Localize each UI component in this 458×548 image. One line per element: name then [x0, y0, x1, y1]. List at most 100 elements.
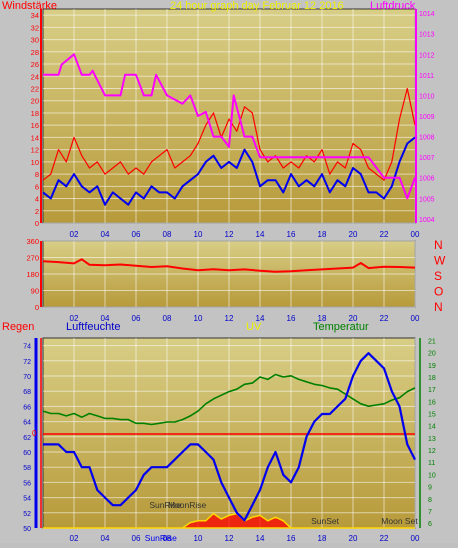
temperature-tick-label: 11 — [428, 460, 435, 467]
wind-pressure-grid — [43, 9, 416, 224]
x-tick-label: 02 — [70, 314, 79, 323]
annotation-label: MoonRise — [168, 500, 207, 510]
pressure-tick-label: 1013 — [419, 32, 435, 39]
pressure-tick-label: 1014 — [419, 11, 435, 18]
humidity-tick-label: 54 — [23, 496, 31, 503]
x-tick-label: 16 — [287, 534, 296, 543]
magenta-series-line — [43, 53, 416, 200]
x-tick-label: 12 — [225, 230, 234, 239]
pressure-axis-label: Luftdruck — [370, 0, 416, 12]
temperature-tick-label: 17 — [428, 387, 436, 394]
pressure-tick-label: 1009 — [419, 114, 435, 121]
humidity-tick-label: 66 — [23, 404, 31, 411]
temperature-tick-label: 12 — [428, 448, 436, 455]
x-tick-label: 22 — [380, 534, 389, 543]
wind-tick-label: 34 — [31, 11, 39, 20]
compass-tick-label: S — [434, 269, 442, 283]
humidity-tick-label: 58 — [23, 465, 31, 472]
wind-tick-label: 28 — [31, 48, 39, 57]
x-tick-label: 18 — [318, 534, 327, 543]
humidity-axis-label: Luftfeuchte — [66, 321, 120, 333]
wind-tick-label: 26 — [31, 60, 39, 69]
x-tick-label: 00 — [411, 534, 420, 543]
temperature-tick-label: 19 — [428, 363, 436, 370]
x-tick-label: 08 — [163, 314, 172, 323]
climate-x-axis-ticks: 02 04 06 08 10 12 14 16 18 20 22 00 — [70, 534, 420, 543]
pressure-tick-label: 1006 — [419, 176, 435, 183]
climate-grid — [43, 338, 416, 529]
wind-axis-label: Windstärke — [2, 0, 57, 12]
wind-pressure-series — [42, 53, 416, 206]
compass-tick-label: N — [434, 300, 443, 314]
annotation-label: SunSet — [311, 516, 340, 526]
humidity-tick-label: 68 — [23, 389, 31, 396]
climate-series — [42, 352, 416, 529]
x-tick-label: 06 — [132, 230, 141, 239]
pressure-axis-ticks: 1004 1005 1006 1007 1008 1009 1010 1011 1012 1013… — [415, 9, 435, 224]
red-series-line — [42, 87, 416, 181]
humidity-axis-ticks: 50 52 54 56 58 60 62 64 66 68 70 72 74 — [23, 338, 42, 533]
x-tick-label: 18 — [318, 314, 327, 323]
temperature-tick-label: 10 — [428, 472, 436, 479]
degree-tick-label: 0 — [35, 303, 39, 312]
wind-tick-label: 0 — [35, 219, 39, 228]
x-tick-label: 06 — [132, 534, 141, 543]
temperature-tick-label: 16 — [428, 399, 436, 406]
humidity-tick-label: 62 — [23, 435, 31, 442]
compass-tick-label: N — [434, 238, 443, 252]
temperature-tick-label: 9 — [428, 485, 432, 492]
wind-direction-grid — [43, 240, 416, 308]
temperature-tick-label: 20 — [428, 351, 436, 358]
humidity-tick-label: 50 — [23, 526, 31, 533]
x-tick-label: 04 — [101, 230, 110, 239]
pressure-tick-label: 1005 — [419, 196, 435, 203]
x-tick-label: 04 — [101, 314, 110, 323]
wind-tick-label: 30 — [31, 36, 39, 45]
x-tick-label: 00 — [411, 314, 420, 323]
temperature-line — [42, 373, 416, 426]
degree-tick-label: 360 — [26, 237, 39, 246]
pressure-tick-label: 1010 — [419, 93, 435, 100]
x-tick-label: 10 — [194, 534, 203, 543]
wind-tick-label: 8 — [35, 170, 39, 179]
temperature-axis-ticks: 6 7 8 9 10 11 12 13 14 15 16 17 18 19 20 21 — [419, 338, 436, 528]
pressure-tick-label: 1004 — [419, 217, 435, 224]
wind-tick-label: 6 — [35, 182, 39, 191]
annotation-label: Moon Set — [381, 516, 418, 526]
annotation-label: SunRise — [145, 533, 177, 543]
humidity-tick-label: 52 — [23, 511, 31, 518]
humidity-tick-label: 60 — [23, 450, 31, 457]
x-tick-label: 00 — [411, 230, 420, 239]
wind-x-axis-ticks: 02 04 06 08 10 12 14 16 18 20 22 00 — [70, 230, 420, 239]
pressure-tick-label: 1008 — [419, 135, 435, 142]
temperature-tick-label: 6 — [428, 521, 432, 528]
x-tick-label: 22 — [380, 314, 389, 323]
wind-direction-x-axis-ticks: 02 04 06 08 10 12 14 16 18 20 22 00 — [70, 314, 420, 323]
wind-tick-label: 24 — [31, 72, 39, 81]
temperature-tick-label: 7 — [428, 509, 432, 516]
wind-tick-label: 16 — [31, 121, 39, 130]
astronomy-annotations: SunRise SunSet MoonRise Moon Set SunRise — [145, 500, 419, 543]
degree-tick-label: 90 — [31, 287, 39, 296]
humidity-tick-label: 64 — [23, 420, 31, 427]
graph-title: 24 hour graph day Februar 12 2016 — [170, 0, 344, 12]
temperature-tick-label: 13 — [428, 436, 436, 443]
humidity-tick-label: 70 — [23, 374, 31, 381]
x-tick-label: 18 — [318, 230, 327, 239]
x-tick-label: 14 — [256, 230, 265, 239]
x-tick-label: 20 — [349, 314, 358, 323]
humidity-tick-label: 74 — [23, 344, 31, 351]
annotation-label: SunRise — [149, 500, 181, 510]
temperature-tick-label: 21 — [428, 338, 436, 345]
x-tick-label: 16 — [287, 314, 296, 323]
rain-zero-label: 0 — [32, 429, 37, 438]
x-tick-label: 20 — [349, 230, 358, 239]
x-tick-label: 10 — [194, 230, 203, 239]
wind-tick-label: 18 — [31, 109, 39, 118]
rain-axis-label: Regen — [2, 321, 34, 333]
wind-tick-label: 22 — [31, 84, 39, 93]
